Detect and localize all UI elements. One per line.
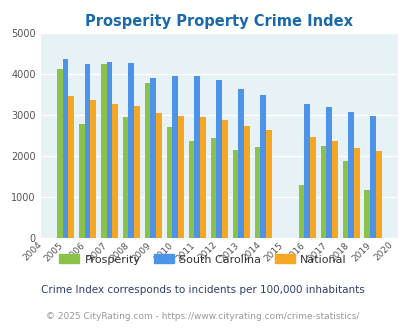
Bar — [342, 161, 347, 238]
Bar — [57, 69, 62, 238]
Bar — [84, 64, 90, 238]
Bar — [303, 104, 309, 238]
Bar — [369, 116, 375, 238]
Bar — [254, 147, 260, 238]
Bar — [265, 130, 271, 238]
Bar — [172, 76, 178, 238]
Bar — [331, 142, 337, 238]
Bar — [216, 80, 222, 238]
Bar — [238, 89, 243, 238]
Bar — [188, 141, 194, 238]
Bar — [260, 95, 265, 238]
Bar — [90, 100, 96, 238]
Bar — [222, 120, 227, 238]
Bar — [100, 64, 106, 238]
Legend: Prosperity, South Carolina, National: Prosperity, South Carolina, National — [54, 250, 351, 269]
Bar — [309, 137, 315, 238]
Text: Crime Index corresponds to incidents per 100,000 inhabitants: Crime Index corresponds to incidents per… — [41, 285, 364, 295]
Bar — [106, 62, 112, 238]
Bar — [79, 124, 84, 238]
Bar — [122, 117, 128, 238]
Text: © 2025 CityRating.com - https://www.cityrating.com/crime-statistics/: © 2025 CityRating.com - https://www.city… — [46, 312, 359, 321]
Bar — [364, 190, 369, 238]
Bar — [112, 104, 117, 238]
Bar — [156, 113, 162, 238]
Bar — [68, 96, 74, 238]
Bar — [145, 82, 150, 238]
Bar — [347, 113, 353, 238]
Bar — [320, 146, 326, 238]
Bar — [200, 117, 205, 238]
Title: Prosperity Property Crime Index: Prosperity Property Crime Index — [85, 14, 352, 29]
Bar — [194, 76, 200, 238]
Bar — [134, 106, 140, 238]
Bar — [128, 63, 134, 238]
Bar — [353, 148, 359, 238]
Bar — [298, 185, 303, 238]
Bar — [375, 151, 381, 238]
Bar — [210, 138, 216, 238]
Bar — [178, 116, 183, 238]
Bar — [166, 127, 172, 238]
Bar — [232, 150, 238, 238]
Bar — [243, 126, 249, 238]
Bar — [326, 108, 331, 238]
Bar — [150, 78, 156, 238]
Bar — [62, 59, 68, 238]
